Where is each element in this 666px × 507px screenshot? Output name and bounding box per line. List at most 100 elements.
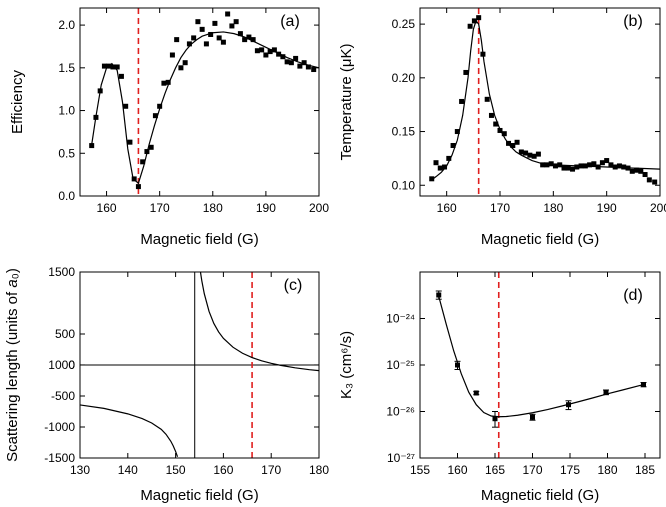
- y-tick-label: 1000: [48, 358, 75, 372]
- data-point: [527, 152, 533, 158]
- panel-a-tag: (a): [280, 13, 300, 30]
- y-tick-label: -1500: [44, 451, 75, 465]
- data-point: [518, 149, 524, 155]
- x-tick-label: 180: [203, 201, 223, 215]
- y-tick-label: 0.20: [392, 71, 416, 85]
- x-tick-label: 180: [309, 463, 329, 477]
- data-point: [574, 164, 580, 170]
- data-point: [621, 164, 627, 170]
- x-tick-label: 140: [118, 463, 138, 477]
- x-tick-label: 180: [543, 201, 563, 215]
- panel-b-tag: (b): [623, 13, 643, 30]
- y-tick-label: -500: [51, 389, 75, 403]
- y-tick-label: -1000: [44, 420, 75, 434]
- x-tick-label: 175: [560, 463, 580, 477]
- data-point: [174, 37, 180, 43]
- panel-d: 155 160 165 170 175 180 185 10⁻²⁴ 10⁻²⁵ 10⁻²⁶ 10⁻²…: [338, 271, 661, 504]
- series-line: [79, 404, 179, 457]
- data-point: [488, 112, 494, 118]
- data-point: [135, 184, 141, 190]
- data-point: [297, 63, 303, 69]
- data-point: [233, 19, 239, 25]
- data-point: [473, 390, 479, 396]
- panel-c-marks: [79, 271, 320, 458]
- panel-a-marks: [89, 8, 320, 196]
- data-point: [101, 63, 107, 69]
- data-point: [293, 55, 299, 61]
- panel-a-ylabel: Efficiency: [9, 70, 26, 134]
- data-point: [271, 47, 277, 53]
- data-point: [450, 143, 456, 149]
- data-point: [530, 414, 535, 420]
- data-point: [267, 49, 273, 55]
- data-point: [442, 164, 448, 170]
- panel-a-frame: [79, 7, 320, 197]
- data-point: [89, 143, 95, 149]
- panel-c-xlabel: Magnetic field (G): [140, 487, 258, 504]
- data-point: [429, 176, 435, 182]
- data-point: [178, 65, 184, 71]
- panel-c-ticks: 130 140 150 160 170 180 -1500 -1000 -500 0 500 1000…: [44, 265, 329, 477]
- y-tick-label: 0.15: [392, 125, 416, 139]
- x-tick-label: 185: [635, 463, 655, 477]
- panel-d-ticks: 155 160 165 170 175 180 185 10⁻²⁴ 10⁻²⁵ 10⁻²⁶ 10⁻²…: [386, 272, 660, 477]
- data-point: [182, 60, 188, 66]
- panel-b: 160 170 180 190 200 0.10 0.15 0.20 0.25 (b) Magn…: [338, 7, 666, 248]
- data-point: [616, 163, 622, 169]
- y-tick-label: 0.25: [392, 17, 416, 31]
- data-point: [208, 31, 214, 37]
- data-point: [110, 64, 116, 70]
- data-point: [305, 64, 311, 70]
- y-tick-label: 10⁻²⁷: [387, 451, 415, 465]
- data-point: [195, 19, 201, 25]
- data-point: [152, 113, 158, 119]
- data-point: [446, 155, 452, 161]
- data-point: [523, 150, 529, 156]
- panel-c: 130 140 150 160 170 180 -1500 -1000 -500 0 500 1000…: [4, 265, 329, 504]
- data-point: [552, 163, 558, 169]
- data-point: [127, 139, 133, 145]
- data-point: [642, 172, 648, 178]
- data-point: [311, 67, 317, 73]
- x-tick-label: 160: [97, 201, 117, 215]
- data-point: [463, 69, 469, 75]
- data-point: [471, 18, 477, 24]
- panel-d-marks: [435, 272, 647, 458]
- data-point: [629, 168, 635, 174]
- x-tick-label: 155: [410, 463, 430, 477]
- data-point: [652, 179, 658, 185]
- data-point: [599, 160, 605, 166]
- panel-d-frame: [419, 271, 661, 459]
- series-line: [431, 19, 661, 181]
- panel-d-xlabel: Magnetic field (G): [481, 487, 599, 504]
- data-point: [140, 159, 146, 165]
- data-point: [467, 23, 473, 29]
- y-tick-label: 0.5: [58, 146, 75, 160]
- data-point: [436, 292, 442, 298]
- y-tick-label: 500: [55, 327, 75, 341]
- panel-c-ylabel: Scattering length (units of a₀): [4, 268, 21, 462]
- data-point: [437, 165, 443, 171]
- ylabel-symbol: a: [4, 279, 21, 287]
- data-point: [484, 96, 490, 102]
- data-point: [433, 160, 439, 166]
- panel-b-marks: [429, 8, 661, 196]
- data-point: [131, 176, 137, 182]
- data-point: [114, 64, 120, 70]
- data-point: [565, 165, 571, 171]
- data-point: [288, 60, 294, 66]
- data-point: [459, 98, 465, 104]
- data-point: [634, 167, 640, 173]
- data-point: [591, 161, 597, 167]
- data-point: [514, 139, 520, 145]
- data-point: [301, 60, 307, 66]
- data-point: [280, 54, 286, 60]
- data-point: [544, 162, 550, 168]
- x-tick-label: 170: [261, 463, 281, 477]
- data-point: [148, 144, 154, 150]
- panel-b-ylabel: Temperature (μK): [338, 43, 355, 160]
- data-point: [570, 166, 576, 172]
- data-point: [531, 153, 537, 159]
- data-point: [587, 162, 593, 168]
